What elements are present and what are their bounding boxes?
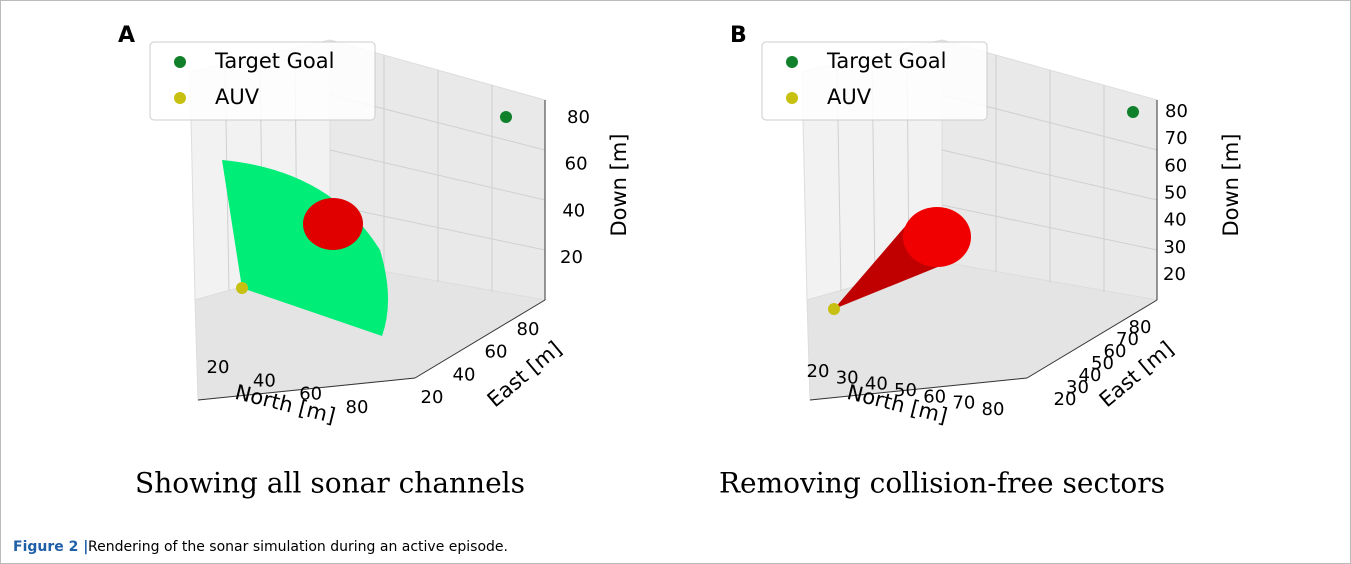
grid-line	[329, 204, 546, 251]
tick-label: 50	[894, 380, 917, 401]
obstacle	[303, 198, 363, 250]
tick-label: 80	[517, 319, 540, 340]
axis-line	[1026, 299, 1158, 379]
obstacle	[903, 207, 971, 267]
z-axis-label: Down [m]	[1219, 133, 1243, 236]
tick-label: 40	[253, 370, 276, 391]
tick-label: 60	[565, 154, 588, 175]
legend-box	[761, 41, 988, 121]
legend-entry: Target Goal	[826, 49, 946, 73]
axis-line	[197, 377, 416, 401]
auv	[828, 303, 840, 315]
tick-label: 20	[207, 357, 230, 378]
tick-label: 50	[1091, 353, 1114, 374]
tick-label: 20	[421, 387, 444, 408]
tick-label: 40	[562, 200, 585, 221]
target	[1127, 106, 1139, 118]
tick-label: 60	[923, 386, 946, 407]
tick-label: 30	[836, 367, 859, 388]
legend-entry: Target Goal	[214, 49, 334, 73]
tick-label: 80	[1129, 317, 1152, 338]
panel-label: A	[118, 23, 135, 48]
legend-box	[149, 41, 376, 121]
axis-line	[809, 377, 1028, 401]
z-axis-label: Down [m]	[607, 133, 631, 236]
grid-line	[329, 149, 546, 201]
tick-label: 40	[1079, 365, 1102, 386]
grid-line	[941, 149, 1158, 201]
legend-entry: AUV	[827, 85, 872, 109]
legend-marker	[786, 56, 798, 68]
tick-label: 40	[453, 364, 476, 385]
tick-label: 30	[1066, 377, 1089, 398]
tick-label: 70	[952, 393, 975, 414]
tick-label: 40	[1164, 210, 1187, 231]
grid-line	[941, 204, 1158, 251]
legend-entry: AUV	[215, 85, 260, 109]
panel-label: B	[730, 23, 747, 48]
tick-label: 60	[1104, 341, 1127, 362]
legend-marker	[786, 92, 798, 104]
legend-marker	[174, 92, 186, 104]
tick-label: 80	[567, 107, 590, 128]
tick-label: 80	[1165, 101, 1188, 122]
figure-caption: Rendering of the sonar simulation during…	[88, 539, 508, 555]
tick-label: 60	[299, 384, 322, 405]
tick-label: 80	[982, 399, 1005, 420]
tick-label: 60	[1164, 155, 1187, 176]
panel-caption: Showing all sonar channels	[135, 467, 525, 500]
tick-label: 40	[865, 374, 888, 395]
tick-label: 20	[1054, 389, 1077, 410]
tick-label: 20	[1163, 264, 1186, 285]
tick-label: 70	[1116, 329, 1139, 350]
tick-label: 70	[1165, 128, 1188, 149]
sonar-fan	[222, 160, 389, 336]
legend-marker	[174, 56, 186, 68]
tick-label: 20	[560, 247, 583, 268]
figure-label: Figure 2 |	[13, 539, 88, 555]
tick-label: 60	[485, 342, 508, 363]
panel-caption: Removing collision-free sectors	[719, 467, 1165, 500]
tick-label: 30	[1163, 237, 1186, 258]
target	[500, 111, 512, 123]
tick-label: 20	[807, 361, 830, 382]
axis-line	[414, 299, 546, 379]
tick-label: 80	[346, 397, 369, 418]
tick-label: 50	[1164, 183, 1187, 204]
auv	[236, 282, 248, 294]
